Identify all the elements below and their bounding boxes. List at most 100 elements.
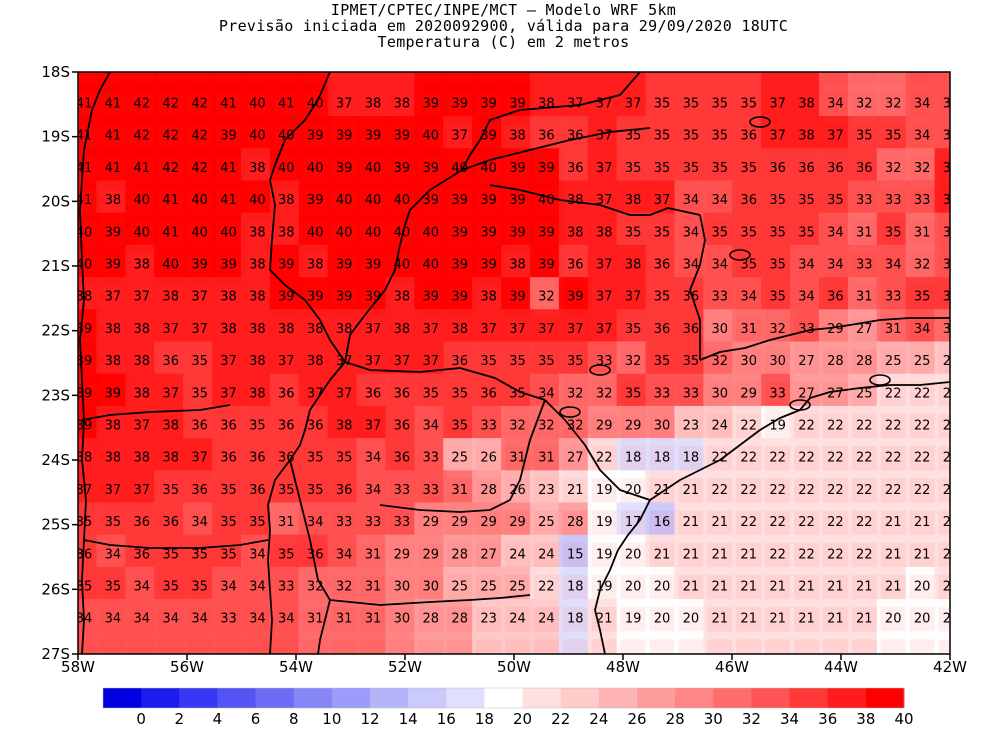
temperature-value: 39 xyxy=(451,225,468,240)
temperature-value: 38 xyxy=(134,451,151,466)
temperature-value: 40 xyxy=(423,129,440,144)
temperature-cell xyxy=(78,116,101,157)
water-body-outline xyxy=(589,364,611,376)
border-line xyxy=(461,127,651,171)
temperature-value: 32 xyxy=(307,580,324,595)
temperature-value: 39 xyxy=(105,258,122,273)
temperature-value: 36 xyxy=(798,161,815,176)
temperature-value: 22 xyxy=(798,515,815,530)
temperature-value: 20 xyxy=(625,483,642,498)
temperature-value: 40 xyxy=(278,161,295,176)
colorbar-swatch xyxy=(408,688,447,708)
temperature-value: 22 xyxy=(769,547,786,562)
temperature-value: 36 xyxy=(538,129,555,144)
temperature-value: 38 xyxy=(567,193,584,208)
temperature-value: 32 xyxy=(856,97,873,112)
temperature-value: 34 xyxy=(336,547,353,562)
colorbar-label: 18 xyxy=(475,710,494,728)
temperature-value: 38 xyxy=(105,419,122,434)
temperature-value: 33 xyxy=(683,386,700,401)
temperature-value: 40 xyxy=(307,161,324,176)
temperature-value: 39 xyxy=(307,193,324,208)
temperature-value: 32 xyxy=(567,386,584,401)
temperature-value: 25 xyxy=(885,354,902,369)
temperature-value: 40 xyxy=(134,225,151,240)
temperature-value: 39 xyxy=(220,258,237,273)
temperature-value: 39 xyxy=(307,290,324,305)
temperature-value: 22 xyxy=(943,451,960,466)
colorbar-label: 28 xyxy=(666,710,685,728)
latitude-axis: 18S 19S 20S 21S 22S 23S 24S 25S 26S 27S xyxy=(41,63,78,663)
temperature-value: 32 xyxy=(538,290,555,305)
temperature-cell xyxy=(39,599,72,639)
temperature-value: 29 xyxy=(596,419,613,434)
temperature-value: 22 xyxy=(943,386,960,401)
temperature-value: 27 xyxy=(856,322,873,337)
border-line xyxy=(83,539,269,549)
temperature-value: 34 xyxy=(134,612,151,627)
temperature-value: 37 xyxy=(220,354,237,369)
temperature-value: 41 xyxy=(134,161,151,176)
latitude-label: 18S xyxy=(41,63,70,81)
temperature-value: 35 xyxy=(191,547,208,562)
temperature-value: 38 xyxy=(336,322,353,337)
border-line xyxy=(81,404,231,421)
temperature-value: 22 xyxy=(827,547,844,562)
temperature-cell xyxy=(39,213,72,253)
temperature-cell xyxy=(963,438,996,478)
temperature-cell xyxy=(934,470,950,511)
border-line xyxy=(269,72,331,271)
colorbar-label: 22 xyxy=(551,710,570,728)
temperature-value: 35 xyxy=(769,225,786,240)
temperature-value: 34 xyxy=(105,547,122,562)
temperature-value: 30 xyxy=(423,580,440,595)
temperature-value: 35 xyxy=(712,97,729,112)
temperature-value: 38 xyxy=(134,386,151,401)
colorbar-swatch xyxy=(255,688,295,708)
temperature-value: 35 xyxy=(625,386,642,401)
border-line xyxy=(79,72,111,654)
temperature-value: 37 xyxy=(191,322,208,337)
temperature-value: 34 xyxy=(105,612,122,627)
temperature-value: 21 xyxy=(740,580,757,595)
temperature-value: 34 xyxy=(827,258,844,273)
temperature-value: 38 xyxy=(105,451,122,466)
temperature-value: 21 xyxy=(654,483,671,498)
temperature-cell xyxy=(96,631,130,654)
border-line xyxy=(317,599,331,654)
title-line-1: IPMET/CPTEC/INPE/MCT — Modelo WRF 5km xyxy=(330,1,677,19)
temperature-value: 31 xyxy=(365,547,382,562)
temperature-value: 40 xyxy=(220,225,237,240)
temperature-value: 22 xyxy=(827,419,844,434)
border-line xyxy=(269,269,546,401)
temperature-value: 37 xyxy=(567,97,584,112)
temperature-value: 33 xyxy=(278,580,295,595)
temperature-value: 34 xyxy=(134,580,151,595)
temperature-value: 22 xyxy=(798,451,815,466)
temperature-value: 35 xyxy=(885,225,902,240)
temperature-value: 37 xyxy=(191,451,208,466)
temperature-value: 38 xyxy=(336,419,353,434)
temperature-value: 31 xyxy=(336,612,353,627)
temperature-value: 28 xyxy=(423,612,440,627)
temperature-value: 33 xyxy=(914,193,931,208)
temperature-value: 41 xyxy=(162,225,179,240)
temperature-value: 41 xyxy=(76,161,93,176)
temperature-value: 34 xyxy=(220,580,237,595)
temperature-value: 37 xyxy=(596,97,613,112)
temperature-value: 40 xyxy=(365,161,382,176)
colorbar-label: 32 xyxy=(742,710,761,728)
temperature-value: 33 xyxy=(596,354,613,369)
temperature-value: 37 xyxy=(105,483,122,498)
temperature-value: 37 xyxy=(365,354,382,369)
temperature-value: 36 xyxy=(220,419,237,434)
water-body-outline xyxy=(789,399,811,411)
temperature-value: 33 xyxy=(856,193,873,208)
temperature-value: 35 xyxy=(249,419,266,434)
temperature-value: 41 xyxy=(162,193,179,208)
colorbar-label: 40 xyxy=(894,710,913,728)
temperature-value: 33 xyxy=(336,515,353,530)
temperature-value: 34 xyxy=(162,612,179,627)
temperature-value: 34 xyxy=(683,258,700,273)
